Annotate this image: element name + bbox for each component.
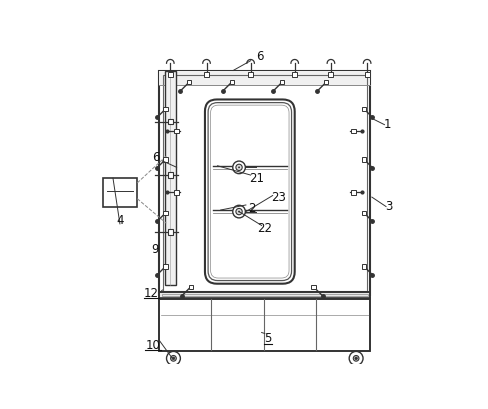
Bar — [361, 264, 366, 269]
Text: 9: 9 — [150, 243, 158, 256]
Bar — [350, 190, 355, 195]
Circle shape — [348, 351, 362, 365]
Bar — [159, 292, 369, 299]
Circle shape — [170, 355, 176, 361]
Text: 6: 6 — [152, 151, 160, 164]
Bar — [361, 211, 366, 215]
Text: 12: 12 — [143, 287, 159, 300]
Circle shape — [232, 205, 245, 218]
Bar — [361, 157, 366, 162]
Bar — [229, 80, 233, 84]
Text: 3: 3 — [385, 200, 392, 213]
Bar — [167, 72, 172, 77]
Bar — [328, 72, 333, 77]
Text: 1: 1 — [383, 118, 390, 131]
Bar — [279, 80, 284, 84]
Bar — [162, 294, 367, 296]
Bar — [167, 229, 172, 235]
Bar — [159, 298, 369, 351]
Bar — [167, 172, 172, 178]
Circle shape — [232, 161, 245, 174]
Bar — [163, 107, 167, 111]
Bar — [188, 285, 193, 289]
Circle shape — [354, 357, 357, 360]
Circle shape — [352, 355, 358, 361]
Bar — [159, 292, 369, 299]
Bar — [350, 129, 355, 133]
Circle shape — [235, 164, 242, 171]
Circle shape — [166, 351, 180, 365]
Bar — [167, 119, 172, 124]
Bar — [186, 80, 191, 84]
Text: 6: 6 — [256, 50, 263, 63]
Bar — [324, 80, 328, 84]
Circle shape — [172, 357, 174, 360]
Text: 4: 4 — [116, 214, 123, 227]
Bar — [361, 107, 366, 111]
Circle shape — [238, 211, 240, 213]
Bar — [173, 129, 179, 133]
Bar — [102, 178, 137, 207]
FancyBboxPatch shape — [204, 99, 294, 284]
Text: 23: 23 — [271, 191, 286, 204]
Text: 10: 10 — [145, 339, 160, 352]
Bar — [173, 190, 179, 195]
Bar — [163, 211, 167, 215]
Bar — [159, 71, 369, 85]
Bar — [164, 71, 176, 285]
Circle shape — [235, 209, 242, 215]
Text: 22: 22 — [257, 222, 272, 235]
Bar — [163, 264, 167, 269]
Text: 2: 2 — [248, 202, 255, 215]
Bar — [292, 72, 297, 77]
Text: 21: 21 — [249, 172, 264, 185]
Text: 5: 5 — [264, 333, 271, 345]
Bar — [364, 72, 369, 77]
Bar — [163, 75, 366, 291]
Circle shape — [238, 166, 240, 169]
Bar — [163, 157, 167, 162]
Bar — [203, 72, 208, 77]
Bar — [311, 285, 315, 289]
Bar — [159, 71, 369, 295]
Bar — [159, 298, 369, 351]
Bar — [247, 72, 253, 77]
